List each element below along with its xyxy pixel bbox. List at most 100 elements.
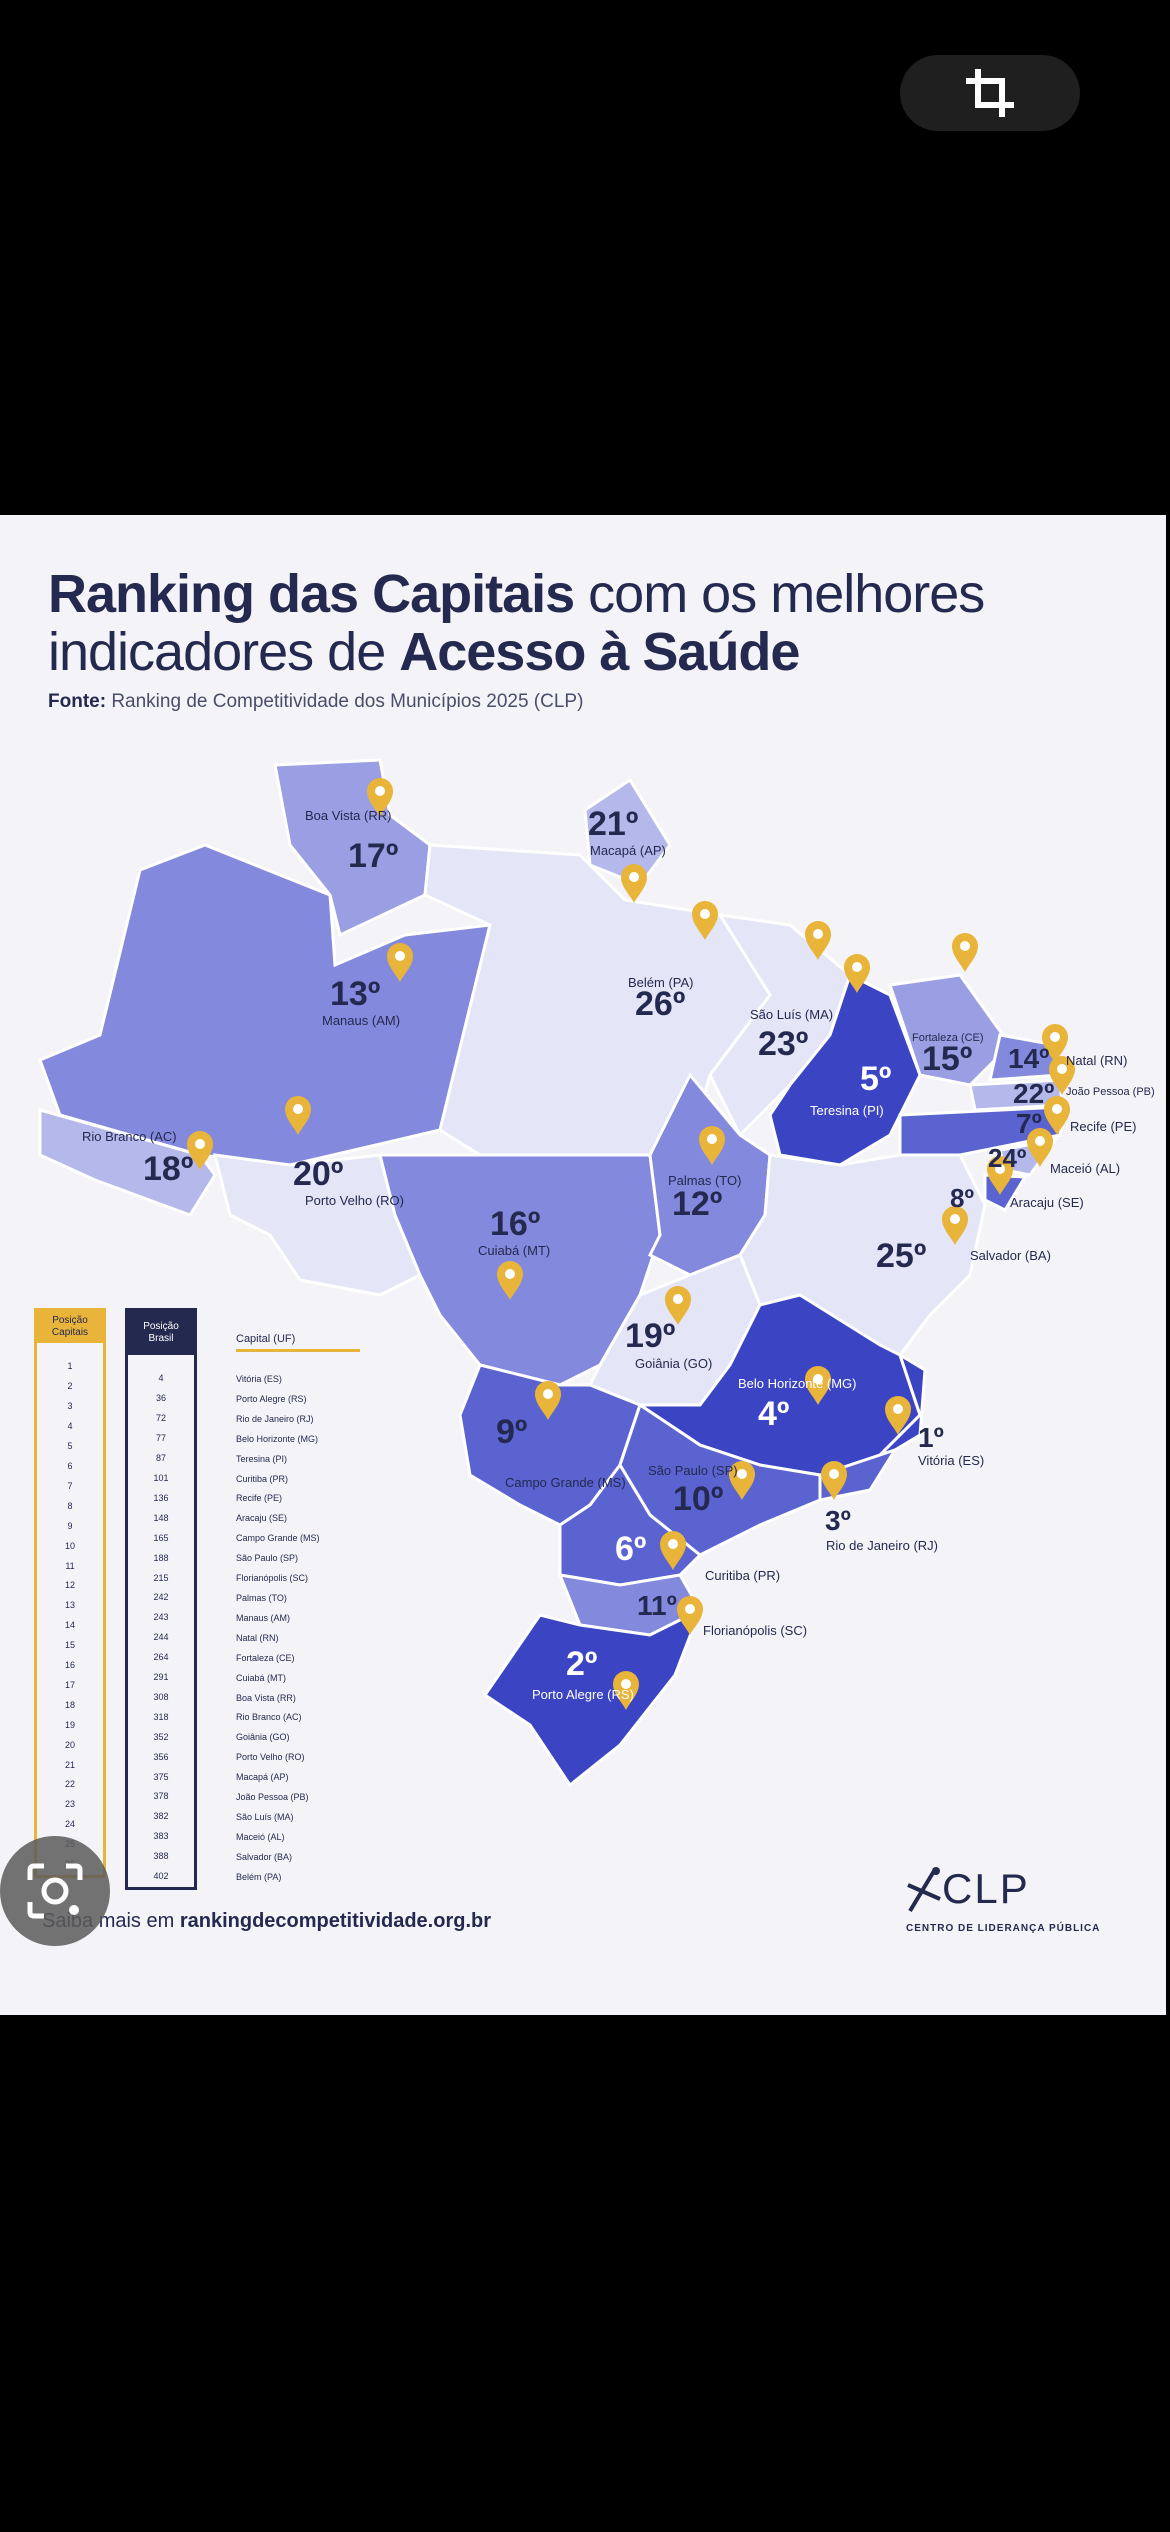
table-cell-capital: Rio de Janeiro (RJ)	[236, 1413, 314, 1424]
table-cell-position: 8	[67, 1500, 73, 1511]
map-pin-icon	[885, 1396, 911, 1435]
map-pin-icon	[613, 1671, 639, 1710]
infographic-card: 17º Boa Vista (RR) 21º Macapá (AP) 13º M…	[0, 515, 1166, 2015]
map-pin-icon	[952, 933, 978, 972]
table-cell-position: 12	[64, 1580, 75, 1591]
map-pin-icon	[187, 1131, 213, 1170]
table-cell-brasil: 383	[153, 1831, 169, 1842]
table-cell-brasil: 356	[153, 1751, 169, 1762]
table-header-capital: Capital (UF)	[236, 1333, 360, 1352]
map-pin-icon	[285, 1096, 311, 1135]
city-belo-horizonte: Belo Horizonte (MG)	[738, 1376, 856, 1391]
city-porto-velho: Porto Velho (RO)	[305, 1193, 404, 1208]
rank-curitiba: 6º	[615, 1530, 646, 1568]
table-cell-position: 21	[64, 1759, 75, 1770]
state-ce	[888, 973, 1012, 1087]
position-capitals-list: 1234567891011121314151617181920212223242…	[65, 1357, 75, 1875]
table-cell-brasil: 352	[153, 1731, 169, 1742]
rank-manaus: 13º	[330, 975, 380, 1013]
table-cell-capital: Teresina (PI)	[236, 1453, 288, 1464]
city-aracaju: Aracaju (SE)	[1010, 1195, 1084, 1210]
map-rank-labels: 17º Boa Vista (RR) 21º Macapá (AP) 13º M…	[82, 805, 1155, 1702]
map-pin-icon	[367, 778, 393, 817]
table-cell-position: 2	[67, 1381, 73, 1392]
table-cell-brasil: 165	[153, 1532, 169, 1543]
table-cell-capital: Florianópolis (SC)	[236, 1573, 309, 1584]
table-cell-position: 7	[67, 1480, 73, 1491]
rank-florianopolis: 11º	[637, 1590, 677, 1621]
table-cell-position: 19	[64, 1719, 75, 1730]
table-cell-position: 3	[67, 1401, 73, 1412]
table-cell-position: 4	[67, 1421, 73, 1432]
city-recife: Recife (PE)	[1070, 1119, 1136, 1134]
table-cell-position: 16	[64, 1660, 75, 1671]
map-pin-icon	[844, 954, 870, 993]
map-pin-icon	[660, 1531, 686, 1570]
table-cell-capital: Belo Horizonte (MG)	[236, 1433, 319, 1444]
rank-rio-branco: 18º	[143, 1150, 193, 1188]
clp-logo-mark-icon	[907, 1867, 941, 1913]
map-pin-icon	[699, 1126, 725, 1165]
table-header-position-brasil: Posição Brasil	[128, 1311, 194, 1356]
city-fortaleza: Fortaleza (CE)	[912, 1032, 984, 1044]
table-cell-brasil: 382	[153, 1811, 169, 1822]
table-cell-brasil: 402	[153, 1871, 169, 1882]
page-title-line-2: indicadores de Acesso à Saúde	[48, 622, 800, 682]
map-pin-icon	[677, 1596, 703, 1635]
table-cell-capital: Vitória (ES)	[236, 1374, 282, 1384]
rank-goiania: 19º	[625, 1317, 675, 1355]
rank-campo-grande: 9º	[496, 1413, 527, 1451]
logo-subtitle: CENTRO DE LIDERANÇA PÚBLICA	[906, 1923, 1101, 1934]
rank-palmas: 12º	[672, 1185, 722, 1223]
rank-sao-paulo: 10º	[673, 1480, 723, 1518]
rank-cuiaba: 16º	[490, 1205, 540, 1243]
rank-salvador: 25º	[876, 1237, 926, 1275]
table-cell-position: 9	[67, 1520, 73, 1531]
crop-button[interactable]	[900, 55, 1080, 131]
capital-list: Vitória (ES) Porto Alegre (RS) Rio de Jane…	[236, 1370, 320, 1888]
table-cell-capital: Porto Velho (RO)	[236, 1752, 305, 1763]
map-pin-icon	[821, 1461, 847, 1500]
map-pins	[187, 778, 1075, 1710]
table-cell-position: 20	[64, 1739, 75, 1750]
table-cell-capital: Goiânia (GO)	[236, 1732, 290, 1743]
table-cell-position: 14	[64, 1620, 75, 1631]
map-pin-icon	[665, 1286, 691, 1325]
table-cell-brasil: 318	[153, 1711, 169, 1722]
table-cell-brasil: 243	[153, 1612, 169, 1623]
city-macapa: Macapá (AP)	[590, 843, 666, 858]
rank-belem: 26º	[635, 985, 685, 1023]
city-teresina: Teresina (PI)	[810, 1103, 884, 1118]
map-pin-icon	[942, 1206, 968, 1245]
footer-link-text[interactable]: Saiba mais em rankingdecompetitividade.o…	[42, 1910, 492, 1932]
table-cell-brasil: 215	[153, 1572, 169, 1583]
rank-porto-alegre: 2º	[566, 1645, 597, 1683]
table-cell-position: 11	[65, 1560, 75, 1571]
table-cell-brasil: 4	[158, 1373, 164, 1384]
rank-recife: 7º	[1016, 1108, 1042, 1139]
rank-boa-vista: 17º	[348, 837, 398, 875]
rank-natal: 14º	[1008, 1043, 1049, 1074]
map-pin-icon	[621, 864, 647, 903]
state-rs	[482, 1606, 703, 1788]
state-pe	[898, 1105, 1064, 1157]
table-cell-position: 18	[64, 1699, 75, 1710]
city-joao-pessoa: João Pessoa (PB)	[1066, 1086, 1155, 1098]
city-vitoria: Vitória (ES)	[918, 1453, 984, 1468]
crop-icon	[966, 69, 1014, 117]
city-belem: Belém (PA)	[628, 975, 694, 990]
city-salvador: Salvador (BA)	[970, 1248, 1051, 1263]
table-cell-position: 5	[67, 1441, 73, 1452]
table-cell-position: 1	[67, 1361, 73, 1372]
lens-button[interactable]	[0, 1836, 110, 1946]
table-cell-capital: Aracaju (SE)	[236, 1513, 288, 1524]
rank-porto-velho: 20º	[293, 1155, 343, 1193]
map-pin-icon	[805, 921, 831, 960]
city-campo-grande: Campo Grande (MS)	[505, 1475, 626, 1490]
map-pin-icon	[1049, 1056, 1075, 1095]
city-palmas: Palmas (TO)	[668, 1173, 741, 1188]
table-cell-capital: Manaus (AM)	[236, 1612, 291, 1623]
table-cell-position: 23	[64, 1799, 75, 1810]
city-manaus: Manaus (AM)	[322, 1013, 400, 1028]
table-cell-brasil: 72	[155, 1413, 166, 1424]
